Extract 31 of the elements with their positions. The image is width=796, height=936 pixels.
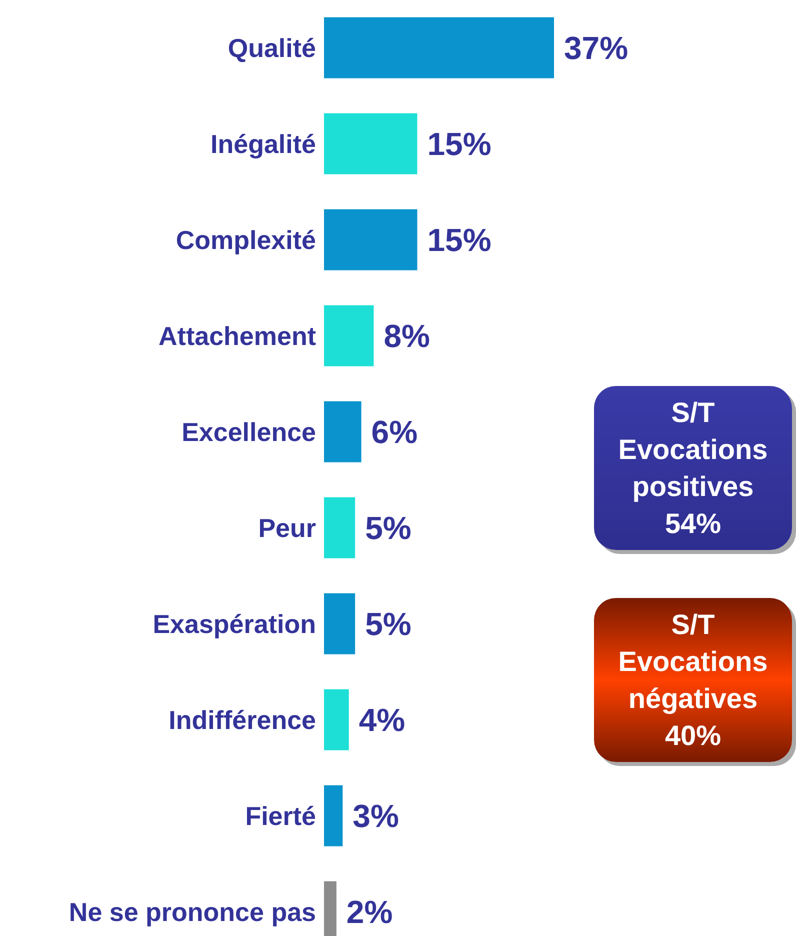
data-label: 3%	[352, 798, 399, 834]
bar	[324, 689, 349, 750]
data-label: 15%	[427, 222, 492, 258]
y-tick-label: Exaspération	[152, 609, 316, 640]
y-tick-label: Attachement	[158, 321, 316, 352]
data-label: 2%	[346, 894, 393, 930]
y-tick-label: Indifférence	[168, 705, 316, 736]
bar	[324, 305, 374, 366]
data-label: 37%	[564, 30, 628, 66]
data-label: 8%	[384, 318, 430, 354]
bar	[324, 497, 356, 558]
bar	[324, 17, 554, 78]
data-label: 5%	[365, 510, 412, 546]
bar	[324, 593, 356, 654]
text: S/T Evocations positives 54%	[618, 396, 768, 541]
bar	[324, 113, 418, 174]
y-tick-label: Ne se prononce pas	[68, 897, 316, 928]
bar	[324, 401, 362, 462]
data-label: 6%	[371, 414, 418, 450]
y-tick-label: Excellence	[182, 417, 316, 448]
y-tick-label: Peur	[258, 513, 316, 544]
y-tick-label: Fierté	[245, 801, 316, 832]
data-label: 5%	[365, 606, 412, 642]
y-tick-label: Inégalité	[210, 129, 316, 160]
y-tick-label: Complexité	[176, 225, 316, 256]
data-label: 4%	[358, 702, 406, 738]
text: S/T Evocations négatives 40%	[618, 608, 768, 753]
bar	[324, 209, 418, 270]
bar	[324, 785, 343, 846]
y-tick-label: Qualité	[228, 33, 316, 64]
data-label: 15%	[427, 126, 492, 162]
